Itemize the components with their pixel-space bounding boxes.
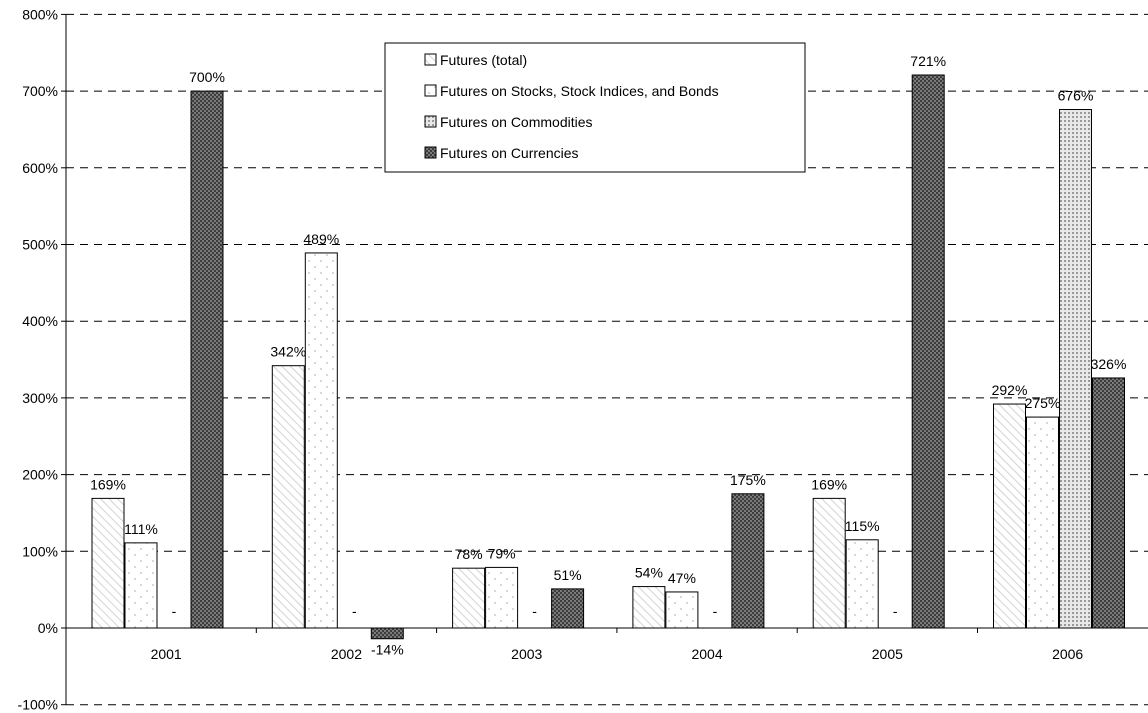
bar: [1026, 416, 1059, 629]
data-label: -: [352, 603, 357, 619]
bar: [1092, 377, 1125, 629]
legend-swatch: [424, 146, 437, 159]
bar: [632, 586, 666, 629]
data-label: 169%: [811, 476, 847, 492]
bar: [91, 497, 125, 629]
legend-label: Futures on Currencies: [440, 145, 579, 161]
x-tick-label: 2005: [872, 646, 903, 662]
y-tick-label: 600%: [22, 160, 58, 176]
legend-label: Futures on Stocks, Stock Indices, and Bo…: [440, 83, 719, 99]
y-tick-label: 700%: [22, 83, 58, 99]
data-label: 111%: [124, 521, 158, 537]
x-tick-label: 2002: [331, 646, 362, 662]
y-tick-label: 500%: [22, 237, 58, 253]
bar: [551, 588, 585, 629]
data-label: 47%: [668, 570, 696, 586]
gridlines: [66, 13, 1148, 706]
data-label: -: [893, 603, 898, 619]
bar: [845, 539, 879, 629]
bar: [370, 627, 404, 640]
bar: [304, 252, 338, 629]
data-label: -: [713, 603, 718, 619]
data-label: 51%: [554, 567, 582, 583]
x-tick-label: 2003: [511, 646, 542, 662]
legend-swatch: [424, 84, 437, 97]
legend-swatch: [424, 115, 437, 128]
bar: [993, 403, 1026, 629]
bar: [190, 90, 224, 629]
bar: [124, 542, 158, 629]
data-label: 54%: [635, 565, 663, 581]
y-tick-label: 400%: [22, 313, 58, 329]
y-tick-label: 800%: [22, 6, 58, 22]
data-label: 169%: [90, 476, 126, 492]
y-tick-label: 0%: [38, 620, 58, 636]
bar: [452, 567, 486, 629]
bar: [485, 566, 519, 629]
bar: [1059, 109, 1092, 629]
x-tick-label: 2004: [691, 646, 722, 662]
legend-label: Futures (total): [440, 52, 527, 68]
data-labels: 169% 342% 78% 54% 169% 292% 111% 489% 79% 47% 115%…: [90, 53, 1126, 658]
bar: [271, 365, 305, 629]
data-label: 676%: [1058, 88, 1094, 104]
data-label: 700%: [189, 69, 225, 85]
data-label: -14%: [371, 642, 404, 658]
y-tick-label: 200%: [22, 467, 58, 483]
bar: [665, 591, 699, 629]
data-label: 721%: [910, 53, 946, 69]
data-label: 489%: [303, 231, 339, 247]
data-label: 115%: [845, 518, 880, 534]
bar: [812, 497, 846, 629]
data-label: -: [532, 603, 537, 619]
data-label: 292%: [992, 382, 1028, 398]
legend-box: [384, 42, 806, 173]
bars: [91, 74, 1125, 640]
bar: [911, 74, 945, 629]
y-tick-label: 300%: [22, 390, 58, 406]
y-tick-label: -100%: [18, 697, 58, 713]
x-tick-label: 2006: [1052, 646, 1083, 662]
data-label: 79%: [488, 545, 516, 561]
data-label: 326%: [1091, 356, 1127, 372]
legend: Futures (total) Futures on Stocks, Stock …: [384, 42, 806, 173]
axes: -100% 0% 100% 200% 300% 400% 500% 600% 700% 800% 2…: [18, 6, 1148, 713]
data-label: 175%: [730, 472, 766, 488]
legend-swatch: [424, 53, 437, 66]
data-label: 342%: [270, 344, 306, 360]
data-label: -: [172, 603, 177, 619]
y-tick-label: 100%: [22, 543, 58, 559]
legend-label: Futures on Commodities: [440, 114, 593, 130]
data-label: 78%: [455, 546, 483, 562]
bar: [731, 493, 765, 629]
x-tick-label: 2001: [151, 646, 182, 662]
data-label: 275%: [1025, 395, 1061, 411]
